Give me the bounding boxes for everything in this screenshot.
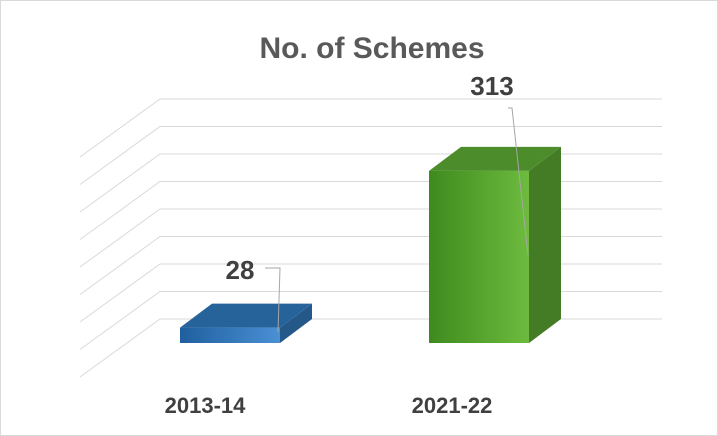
x-tick-label: 2021-22 bbox=[412, 393, 493, 418]
bars: 28 2013-14 313 2021-22 bbox=[165, 71, 561, 418]
x-tick-label: 2013-14 bbox=[165, 393, 247, 418]
grid-line bbox=[79, 126, 662, 185]
data-label: 313 bbox=[470, 71, 513, 101]
bar-side bbox=[280, 303, 312, 343]
bar-top bbox=[429, 146, 561, 171]
bar-side bbox=[529, 146, 561, 343]
bar bbox=[180, 327, 280, 343]
leader-line bbox=[265, 267, 281, 333]
bar bbox=[429, 170, 529, 343]
chart-title: No. of Schemes bbox=[259, 32, 484, 65]
grid bbox=[79, 98, 662, 378]
data-label: 28 bbox=[226, 255, 255, 285]
grid-line bbox=[79, 98, 662, 158]
leader-line bbox=[508, 107, 529, 256]
